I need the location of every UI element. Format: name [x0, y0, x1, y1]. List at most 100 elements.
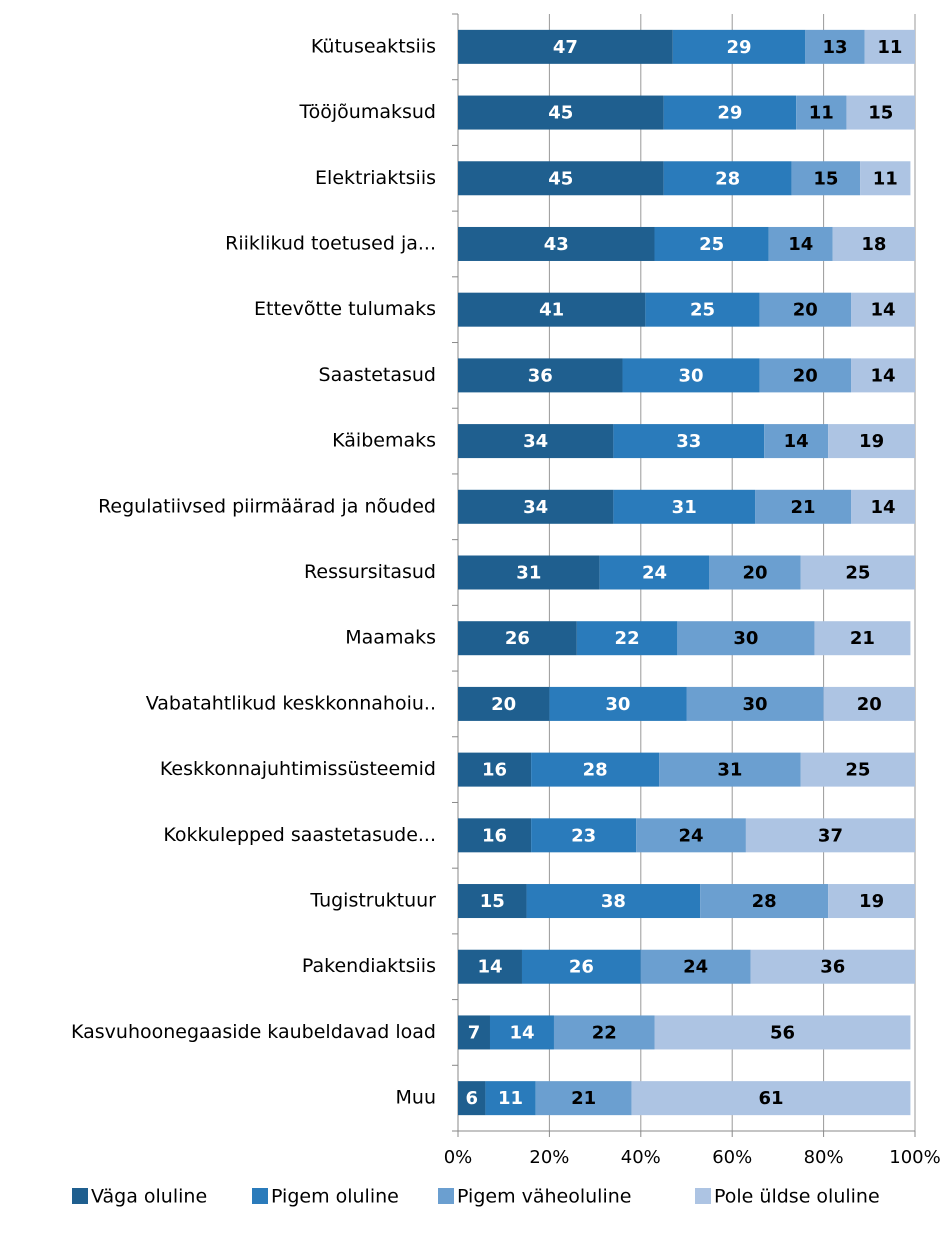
data-label: 14	[784, 431, 809, 452]
y-tick-label: Tööjõumaksud	[299, 101, 436, 123]
bar-segment	[828, 884, 915, 919]
data-label: 14	[509, 1022, 534, 1043]
data-label: 26	[505, 628, 530, 649]
data-label: 34	[523, 497, 548, 518]
y-tick-label: Maamaks	[345, 627, 436, 649]
bar-segment	[686, 686, 824, 721]
bar-segment	[531, 818, 637, 853]
bar-segment	[458, 489, 614, 524]
bar-segment	[759, 358, 852, 393]
bar-segment	[851, 489, 915, 524]
data-label: 30	[733, 628, 758, 649]
data-label: 14	[870, 365, 895, 386]
x-tick-label: 60%	[712, 1147, 752, 1168]
bar-segment	[745, 818, 915, 853]
data-label: 34	[523, 431, 548, 452]
x-tick-label: 100%	[889, 1147, 940, 1168]
data-label: 33	[676, 431, 701, 452]
data-label: 7	[468, 1022, 481, 1043]
bar-segment	[654, 226, 769, 261]
legend-label: Pigem väheoluline	[457, 1186, 631, 1208]
bar-segment	[458, 1081, 486, 1116]
data-label: 28	[583, 760, 608, 781]
bar-segment	[458, 358, 623, 393]
bar-segment	[659, 752, 801, 787]
data-label: 28	[752, 891, 777, 912]
bar-segment	[814, 621, 911, 656]
bar-segment	[709, 555, 801, 590]
data-label: 30	[743, 694, 768, 715]
bar-segment	[553, 1015, 655, 1050]
bar-segment	[458, 161, 664, 196]
x-tick-label: 20%	[529, 1147, 569, 1168]
bar-segment	[622, 358, 760, 393]
bar-segment	[458, 555, 600, 590]
data-label: 38	[601, 891, 626, 912]
bar-segment	[458, 752, 532, 787]
data-label: 11	[873, 168, 898, 189]
bar-segment	[851, 292, 915, 327]
data-label: 6	[465, 1088, 478, 1109]
data-label: 26	[569, 957, 594, 978]
data-label: 41	[539, 300, 564, 321]
data-label: 47	[553, 37, 578, 58]
y-tick-label: Kütuseaktsiis	[311, 35, 436, 57]
data-label: 15	[813, 168, 838, 189]
bar-segment	[458, 29, 673, 64]
data-label: 31	[672, 497, 697, 518]
bar-segment	[458, 95, 664, 130]
bar-segment	[613, 489, 756, 524]
data-label: 24	[642, 563, 667, 584]
data-label: 29	[727, 37, 752, 58]
data-label: 30	[605, 694, 630, 715]
bar-segment	[851, 358, 915, 393]
data-label: 25	[845, 563, 870, 584]
bar-segment	[672, 29, 806, 64]
y-tick-label: Riiklikud toetused ja...	[225, 232, 436, 254]
y-tick-label: Ressursitasud	[304, 561, 436, 583]
data-label: 37	[818, 825, 843, 846]
bar-segment	[458, 621, 577, 656]
data-label: 24	[679, 825, 704, 846]
data-label: 22	[592, 1022, 617, 1043]
data-label: 13	[822, 37, 847, 58]
data-label: 28	[715, 168, 740, 189]
bar-segment	[823, 686, 915, 721]
data-label: 18	[861, 234, 886, 255]
data-label: 21	[791, 497, 816, 518]
bar-segment	[526, 884, 701, 919]
bar-segment	[458, 226, 655, 261]
bar-segment	[458, 292, 646, 327]
bar-segment	[458, 818, 532, 853]
legend-label: Pigem oluline	[271, 1186, 399, 1208]
data-label: 43	[544, 234, 569, 255]
bar-segment	[796, 95, 847, 130]
bar-segment	[791, 161, 861, 196]
data-label: 20	[743, 563, 768, 584]
legend-label: Pole üldse oluline	[714, 1186, 880, 1208]
legend-swatch	[252, 1188, 268, 1204]
data-label: 25	[699, 234, 724, 255]
bar-segment	[800, 555, 915, 590]
data-label: 14	[477, 957, 502, 978]
bar-segment	[805, 29, 865, 64]
bar-segment	[631, 1081, 911, 1116]
data-label: 31	[717, 760, 742, 781]
bar-segment	[654, 1015, 911, 1050]
bar-segment	[768, 226, 833, 261]
data-label: 15	[868, 103, 893, 124]
bar-segment	[700, 884, 829, 919]
y-tick-label: Regulatiivsed piirmäärad ja nõuded	[98, 495, 436, 517]
bar-segment	[458, 686, 550, 721]
bar-segment	[458, 949, 522, 984]
data-label: 19	[859, 431, 884, 452]
data-label: 11	[498, 1088, 523, 1109]
bar-segment	[640, 949, 751, 984]
data-label: 56	[770, 1022, 795, 1043]
bar-segment	[521, 949, 641, 984]
data-label: 22	[615, 628, 640, 649]
x-tick-label: 40%	[621, 1147, 661, 1168]
data-label: 11	[877, 37, 902, 58]
data-label: 20	[793, 300, 818, 321]
data-label: 14	[788, 234, 813, 255]
